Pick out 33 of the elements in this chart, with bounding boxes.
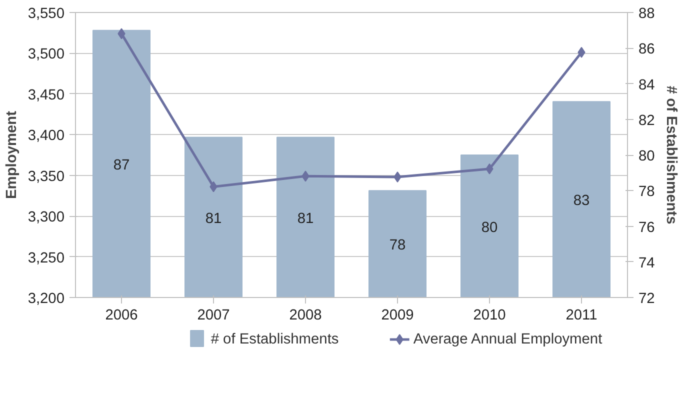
y2-tick-label: 88: [638, 6, 655, 22]
legend-label: # of Establishments: [210, 332, 339, 348]
y-tick-label: 3,450: [28, 87, 65, 104]
y2-tick-label: 78: [638, 184, 655, 200]
y2-tick-label: 84: [638, 77, 655, 94]
data-label: 81: [297, 210, 314, 227]
y-tick-label: 3,350: [28, 168, 65, 185]
y2-tick-label: 72: [638, 291, 655, 307]
y-tick-label: 3,400: [28, 128, 65, 144]
y2-tick-label: 76: [638, 220, 655, 236]
y-tick-label: 3,300: [28, 210, 65, 226]
y-axis-title: Employment: [4, 110, 20, 199]
y-tick-label: 3,550: [28, 6, 65, 22]
data-label: 83: [573, 193, 590, 210]
legend-label: Average Annual Employment: [413, 332, 602, 348]
y2-tick-label: 80: [638, 148, 655, 164]
y2-tick-label: 82: [638, 112, 655, 129]
y2-tick-label: 74: [638, 255, 655, 272]
data-label: 80: [481, 220, 498, 236]
data-label: 78: [389, 238, 406, 254]
y2-tick-label: 86: [638, 42, 655, 58]
x-tick-label: 2007: [197, 308, 230, 324]
y2-axis-title: # of Establishments: [662, 86, 679, 224]
x-tick-label: 2011: [566, 308, 598, 324]
data-label: 81: [205, 210, 222, 227]
y-tick-label: 3,250: [28, 250, 65, 266]
y-tick-label: 3,200: [28, 291, 65, 307]
y-tick-label: 3,500: [28, 46, 65, 63]
x-tick-label: 2010: [473, 308, 506, 324]
x-tick-label: 2006: [105, 308, 138, 324]
x-tick-label: 2008: [289, 308, 322, 324]
data-label: 87: [113, 157, 130, 174]
x-tick-label: 2009: [381, 308, 414, 324]
